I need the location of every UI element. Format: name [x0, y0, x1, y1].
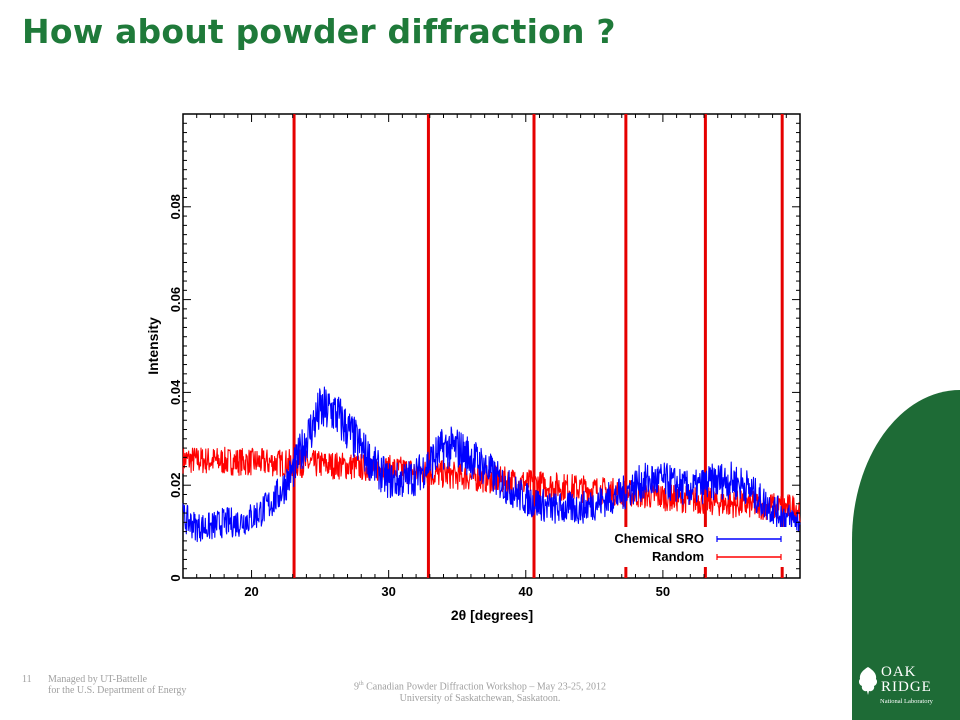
footer-workshop-ordinal: 9: [353, 681, 359, 693]
y-axis-label: Intensity: [145, 317, 161, 375]
footer-management-line1: Managed by UT-Battelle: [48, 674, 148, 685]
y-tick-label-1: 0.02: [168, 473, 183, 498]
footer-workshop-line1: 9th Canadian Powder Diffraction Workshop…: [300, 678, 660, 693]
legend-label-sro: Chemical SRO: [614, 531, 704, 546]
x-tick-label-30: 30: [381, 584, 395, 599]
footer-management: Managed by UT-Battelle for the U.S. Depa…: [48, 674, 268, 696]
footer-management-line2: for the U.S. Department of Energy: [48, 685, 187, 696]
logo-oak-text: OAK: [881, 664, 917, 680]
footer-workshop-line2: University of Saskatchewan, Saskatoon.: [399, 693, 561, 705]
chart-legend: Chemical SRO Random: [584, 527, 796, 567]
footer-workshop-ordinal-suffix: th: [358, 681, 364, 687]
y-tick-label-4: 0.08: [168, 194, 183, 219]
x-tick-label-40: 40: [519, 584, 533, 599]
legend-label-random: Random: [652, 549, 704, 564]
y-tick-label-3: 0.06: [168, 287, 183, 312]
logo-lab-text: National Laboratory: [880, 698, 933, 705]
powder-diffraction-chart: 20 30 40 50 0 0.02 0.04 0.06 0.08 2θ [degrees] I…: [145, 113, 801, 623]
series-line-sro: [182, 386, 801, 543]
x-tick-label-50: 50: [656, 584, 670, 599]
ornl-logo: OAK RIDGE National Laboratory: [857, 662, 957, 712]
x-axis-label: 2θ [degrees]: [451, 607, 533, 623]
logo-ridge-text: RIDGE: [881, 679, 932, 695]
slide-title: How about powder diffraction ?: [22, 12, 616, 51]
footer-workshop-name: Canadian Powder Diffraction Workshop – M…: [363, 681, 607, 693]
page-number: 11: [22, 674, 32, 685]
x-tick-label-20: 20: [244, 584, 258, 599]
legend-background: [584, 527, 796, 567]
y-tick-label-0: 0: [168, 574, 183, 581]
oak-leaf-icon: [858, 667, 878, 695]
footer-workshop: 9th Canadian Powder Diffraction Workshop…: [300, 678, 660, 705]
y-tick-label-2: 0.04: [168, 379, 183, 405]
